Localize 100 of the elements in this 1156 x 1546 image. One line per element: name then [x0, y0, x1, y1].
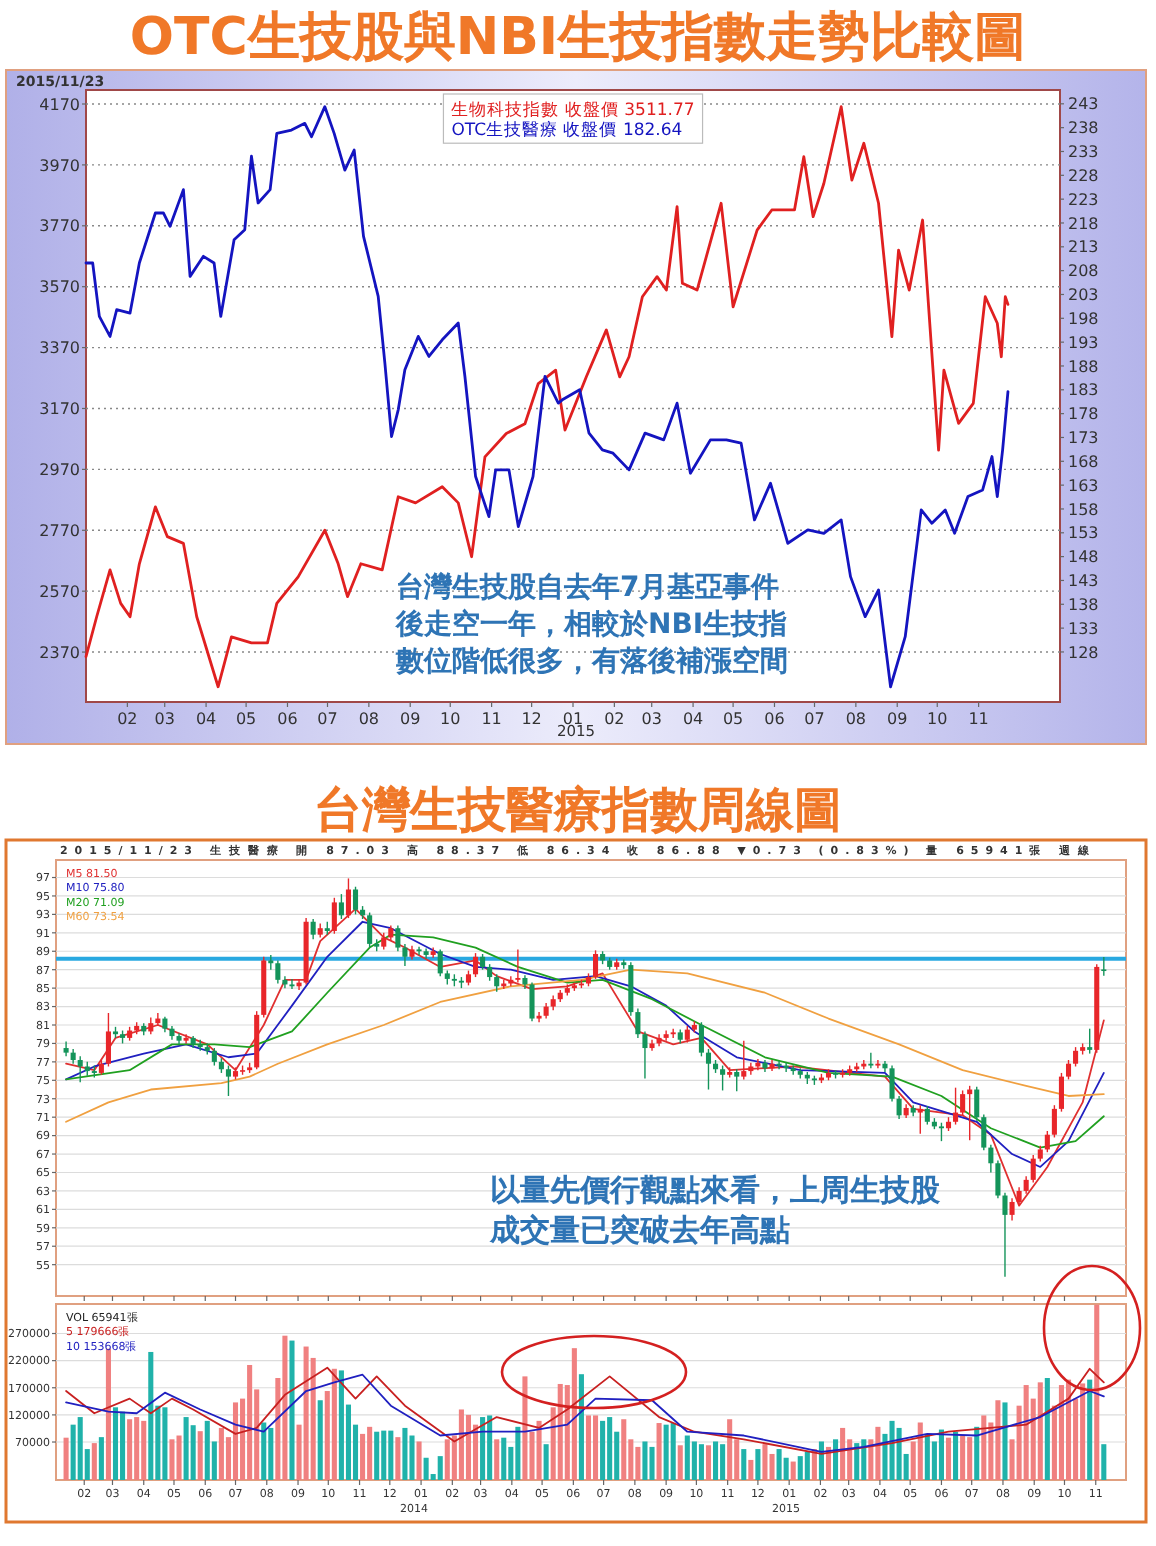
- candlestick: [395, 924, 401, 952]
- bar: [833, 1439, 839, 1480]
- bar: [776, 1449, 782, 1480]
- bar: [995, 1400, 1001, 1480]
- y2-tick-label: 223: [1068, 190, 1099, 209]
- candlestick: [310, 918, 316, 940]
- candlestick: [924, 1105, 930, 1126]
- bar: [127, 1419, 133, 1480]
- candlestick: [536, 1011, 542, 1023]
- bar: [77, 1417, 83, 1480]
- bar: [282, 1335, 288, 1480]
- bar: [395, 1437, 401, 1480]
- x-tick-label: 02: [604, 710, 625, 728]
- x-tick-label: 12: [521, 710, 542, 728]
- y2-tick-label: 178: [1068, 405, 1099, 424]
- y2-tick-label: 153: [1068, 524, 1099, 543]
- bar: [593, 1415, 599, 1480]
- annotation: 以量先價行觀點來看，上周生技股成交量已突破去年高點: [488, 1172, 942, 1248]
- candlestick: [1058, 1072, 1064, 1113]
- candlestick: [105, 1012, 111, 1068]
- bar: [374, 1431, 380, 1480]
- y2-tick-label: 128: [1068, 643, 1099, 662]
- bar: [585, 1415, 592, 1480]
- bar: [465, 1414, 472, 1480]
- bar: [684, 1435, 690, 1480]
- y-tick-label: 3170: [39, 400, 80, 419]
- candlestick: [1030, 1154, 1036, 1184]
- candlestick: [875, 1059, 881, 1070]
- y2-tick-label: 193: [1068, 333, 1099, 352]
- bar: [896, 1427, 902, 1480]
- bar: [1023, 1385, 1029, 1480]
- bar: [543, 1444, 549, 1480]
- bar: [607, 1417, 613, 1480]
- line-series: [84, 105, 1010, 689]
- x-tick-label: 09: [887, 710, 908, 728]
- bar: [303, 1346, 309, 1480]
- candlestick: [1065, 1059, 1072, 1081]
- bar: [649, 1446, 655, 1480]
- candlestick: [776, 1060, 782, 1070]
- text: 生物科技指數 收盤價 3511.77: [451, 98, 695, 121]
- bar: [981, 1415, 987, 1480]
- bar: [974, 1426, 980, 1480]
- y2-tick-label: 198: [1068, 309, 1099, 328]
- y2-tick-label: 183: [1068, 381, 1099, 400]
- bar: [105, 1348, 111, 1480]
- bar: [755, 1449, 761, 1480]
- bar: [818, 1441, 824, 1480]
- candlestick: [593, 949, 599, 980]
- x-tick-label: 10: [440, 710, 461, 728]
- y-tick-label: 3370: [39, 339, 80, 358]
- bar: [1080, 1383, 1086, 1480]
- y2-tick-label: 233: [1068, 143, 1099, 162]
- bar: [1002, 1402, 1008, 1480]
- bar: [204, 1420, 210, 1480]
- bar: [112, 1407, 119, 1480]
- candlestick: [183, 1033, 189, 1045]
- bar: [1101, 1444, 1107, 1480]
- y-tick-label: 3570: [39, 278, 80, 297]
- bar: [1094, 1304, 1100, 1480]
- x-tick-label: 08: [845, 710, 867, 728]
- bar: [748, 1459, 754, 1480]
- bar: [437, 1456, 443, 1480]
- bar: [458, 1409, 464, 1480]
- bar: [804, 1451, 810, 1480]
- candlestick: [974, 1086, 980, 1122]
- bar: [381, 1430, 387, 1480]
- text: OTC生技醫療 收盤價 182.64: [451, 119, 683, 142]
- candlestick: [720, 1064, 726, 1092]
- y2-tick-label: 173: [1068, 429, 1099, 448]
- line-series: [65, 968, 1105, 1123]
- bar: [317, 1400, 323, 1480]
- candlestick: [338, 893, 344, 920]
- bar: [967, 1437, 973, 1480]
- candlestick: [953, 1086, 959, 1126]
- candlestick: [275, 959, 281, 985]
- x-tick-label: 05: [235, 710, 257, 728]
- bar: [571, 1348, 577, 1480]
- bar: [889, 1420, 895, 1480]
- y-tick-label: 2570: [39, 582, 80, 601]
- x-tick-label: 04: [195, 710, 217, 728]
- bar: [515, 1426, 521, 1480]
- y2-tick-label: 218: [1068, 214, 1099, 233]
- bar: [854, 1443, 860, 1480]
- candlestick: [734, 1068, 740, 1093]
- candlestick: [529, 981, 535, 1023]
- x-tick-label: 05: [722, 710, 744, 728]
- y-tick-label: 2370: [39, 643, 80, 662]
- bar: [423, 1457, 429, 1480]
- x-tick-label: 09: [400, 710, 421, 728]
- bar: [91, 1443, 97, 1480]
- x-tick-label: 03: [641, 710, 662, 728]
- y2-tick-label: 188: [1068, 357, 1099, 376]
- candlestick: [225, 1064, 231, 1097]
- candlestick: [917, 1104, 923, 1135]
- bar: [232, 1402, 239, 1480]
- bar: [642, 1441, 648, 1480]
- chart-title: OTC生技股與NBI生技指數走勢比較圖: [129, 8, 1027, 68]
- bar: [487, 1415, 493, 1480]
- candlestick: [769, 1059, 775, 1072]
- candlestick: [1044, 1130, 1050, 1153]
